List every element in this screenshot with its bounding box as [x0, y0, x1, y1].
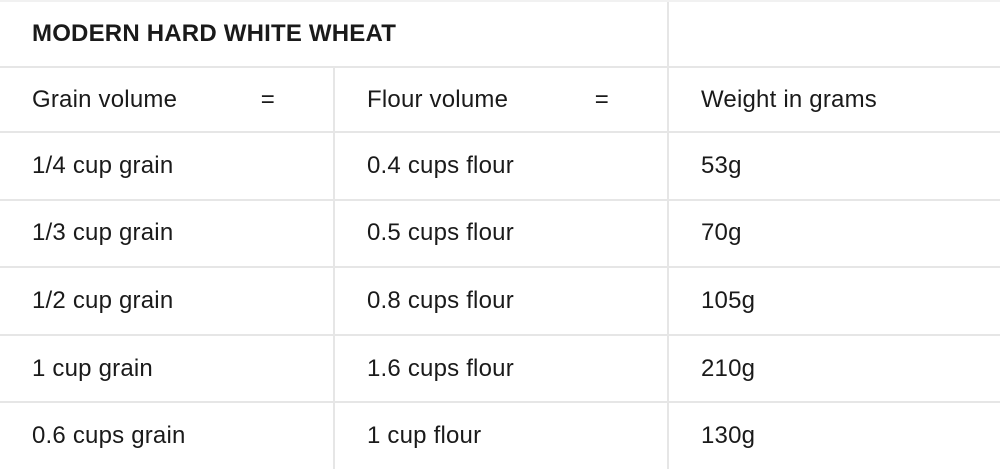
equals-sign: = [594, 85, 609, 113]
table-title: MODERN HARD WHITE WHEAT [32, 20, 397, 47]
equals-sign: = [260, 85, 275, 113]
grain-cell: 1 cup grain [32, 354, 153, 382]
table-row: 1 cup grain 1.6 cups flour 210g [0, 335, 1000, 404]
flour-volume-header-label: Flour volume [367, 85, 509, 113]
weight-cell: 130g [667, 403, 1000, 469]
title-row-empty-cell [667, 2, 1000, 66]
table-row: 1/3 cup grain 0.5 cups flour 70g [0, 200, 1000, 269]
grain-volume-header-label: Grain volume [32, 85, 178, 113]
flour-cell: 1 cup flour [333, 403, 667, 469]
weight-cell: 210g [667, 335, 1000, 402]
weight-cell: 105g [667, 268, 1000, 334]
grain-cell: 1/3 cup grain [32, 219, 174, 247]
header-flour-volume: Flour volume = [333, 68, 667, 131]
grain-cell: 0.6 cups grain [32, 422, 186, 450]
flour-cell: 1.6 cups flour [333, 335, 667, 402]
flour-cell: 0.4 cups flour [333, 133, 667, 199]
table-row: 0.6 cups grain 1 cup flour 130g [0, 403, 1000, 469]
weight-header-label: Weight in grams [701, 85, 877, 113]
grain-cell: 1/2 cup grain [32, 286, 174, 314]
weight-cell: 70g [667, 200, 1000, 267]
header-weight: Weight in grams [667, 68, 1000, 131]
header-row: Grain volume = Flour volume = Weight in … [0, 68, 1000, 133]
grain-cell: 1/4 cup grain [32, 151, 174, 179]
flour-cell: 0.5 cups flour [333, 200, 667, 267]
title-row: MODERN HARD WHITE WHEAT [0, 2, 1000, 68]
flour-cell: 0.8 cups flour [333, 268, 667, 334]
table-row: 1/2 cup grain 0.8 cups flour 105g [0, 268, 1000, 336]
weight-cell: 53g [667, 133, 1000, 199]
header-grain-volume: Grain volume = [0, 68, 333, 131]
table-row: 1/4 cup grain 0.4 cups flour 53g [0, 133, 1000, 201]
